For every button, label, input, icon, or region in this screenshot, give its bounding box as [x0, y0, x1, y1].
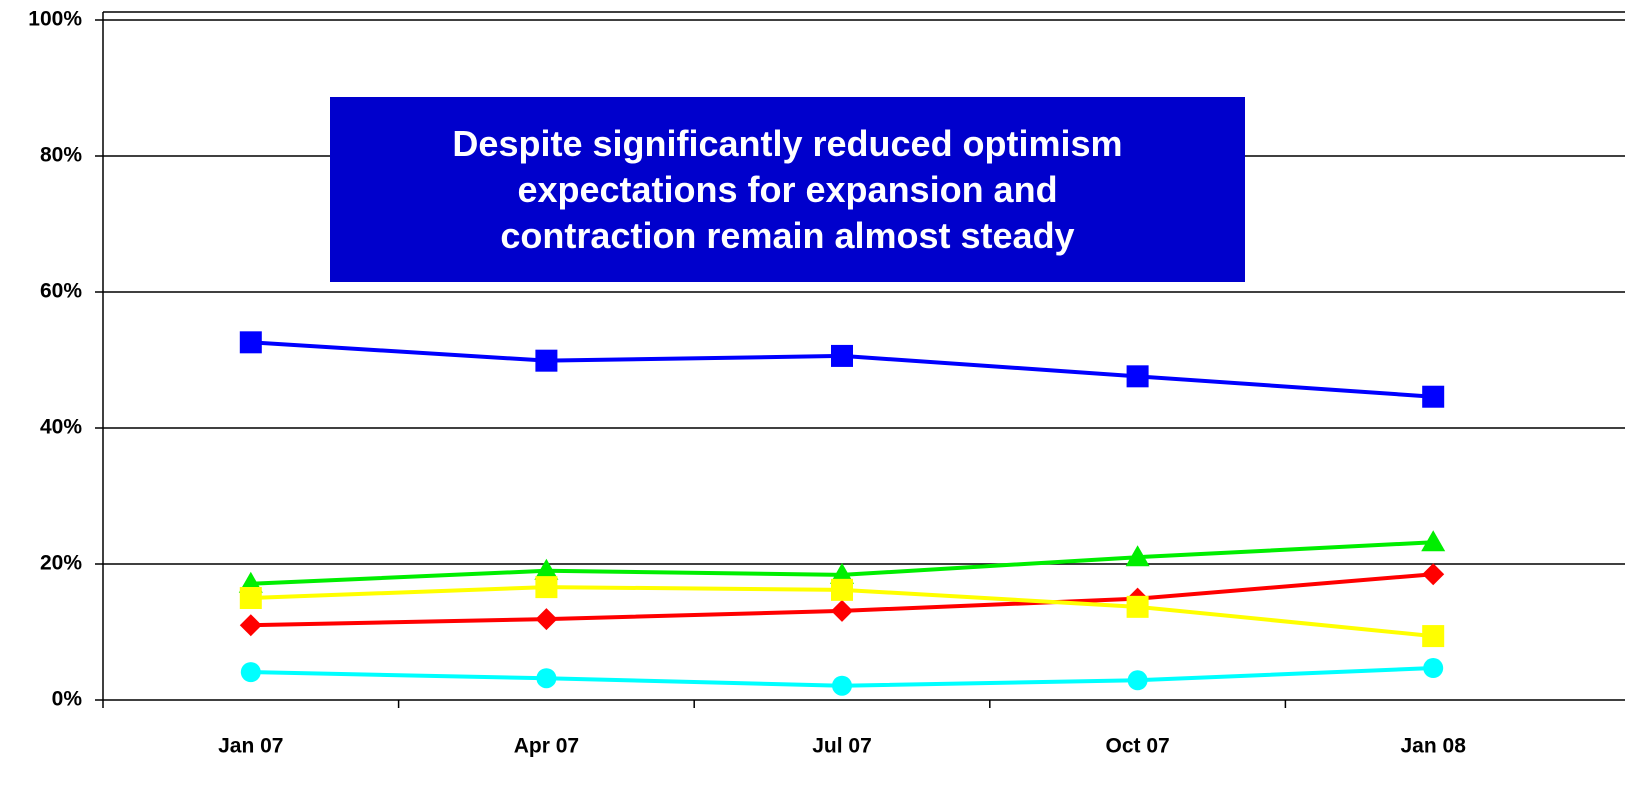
marker: [536, 668, 557, 689]
marker: [1422, 385, 1445, 408]
annotation-line: expectations for expansion and: [517, 168, 1058, 210]
annotation-line: Despite significantly reduced optimism: [452, 122, 1123, 164]
y-tick-label: 0%: [52, 688, 83, 711]
marker: [830, 562, 854, 584]
x-tick-label: Jul 07: [812, 735, 872, 758]
x-tick-label: Jan 08: [1401, 735, 1467, 758]
marker: [534, 558, 559, 580]
marker: [1423, 658, 1444, 679]
marker: [831, 599, 853, 622]
x-tick-label: Oct 07: [1105, 735, 1169, 758]
x-tick-label: Apr 07: [514, 735, 579, 758]
y-tick-label: 100%: [28, 8, 82, 31]
y-tick-label: 60%: [40, 280, 82, 303]
marker: [535, 349, 558, 372]
marker: [831, 344, 853, 367]
marker: [831, 578, 853, 601]
marker: [239, 587, 262, 609]
y-tick-label: 20%: [40, 552, 82, 575]
marker: [1422, 563, 1445, 586]
marker: [1127, 670, 1148, 691]
marker: [239, 331, 262, 354]
x-tick-label: Jan 07: [218, 735, 283, 758]
marker: [1422, 625, 1445, 648]
marker: [1126, 595, 1149, 618]
marker: [832, 675, 852, 696]
marker: [535, 608, 558, 631]
marker: [240, 662, 261, 683]
marker: [239, 614, 262, 637]
y-tick-label: 80%: [40, 144, 82, 167]
annotation: Despite significantly reduced optimism ex…: [330, 97, 1245, 282]
marker: [1125, 545, 1150, 567]
marker: [535, 576, 558, 599]
annotation-line: contraction remain almost steady: [500, 214, 1075, 256]
marker: [1421, 530, 1446, 552]
marker: [1126, 365, 1149, 388]
y-tick-label: 40%: [40, 416, 82, 439]
